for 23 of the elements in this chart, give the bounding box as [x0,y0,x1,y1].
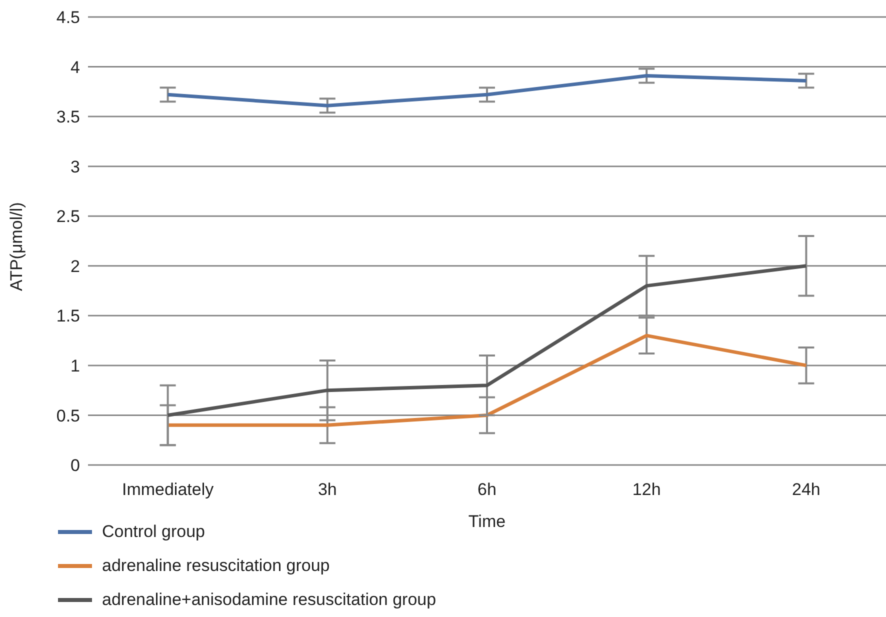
y-tick-label: 0 [70,456,80,476]
legend-label: Control group [102,522,206,542]
x-tick-label: 6h [478,480,496,500]
x-tick-label: 12h [632,480,661,500]
x-tick-label: Immediately [122,480,214,500]
y-tick-label: 1.5 [56,306,80,326]
x-axis-title: Time [468,512,506,531]
y-tick-label: 3.5 [56,108,80,127]
x-tick-label: 3h [318,480,337,500]
y-tick-label: 4 [70,58,80,77]
y-tick-label: 3 [70,157,80,176]
y-tick-label: 0.5 [56,406,80,426]
y-tick-label: 1 [70,356,80,376]
line-series [166,264,808,417]
y-tick-label: 2.5 [56,207,80,226]
y-tick-label: 2 [70,256,80,276]
line-series [166,74,808,108]
y-tick-label: 4.5 [56,8,80,28]
y-axis-title: ATP(μmol/l) [7,202,26,291]
line-series [166,334,808,427]
legend-label: adrenaline resuscitation group [102,556,330,576]
legend-label: adrenaline+anisodamine resuscitation group [102,590,436,610]
x-tick-label: 24h [792,480,820,500]
